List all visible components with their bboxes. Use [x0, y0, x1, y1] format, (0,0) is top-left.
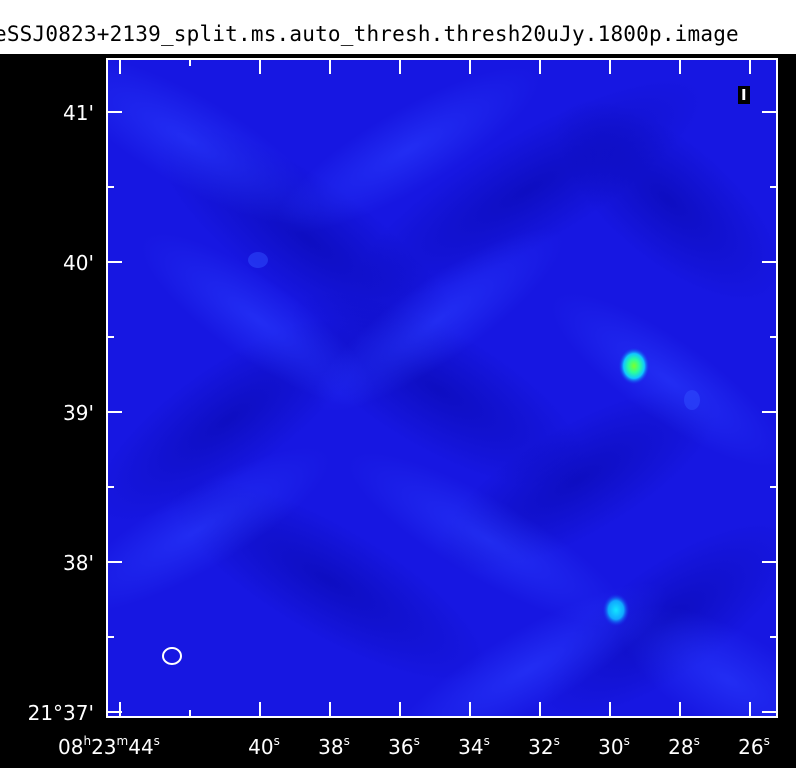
- ra-label-32: 32s: [528, 734, 560, 759]
- ra-label-26: 26s: [738, 734, 770, 759]
- faint-source: [602, 593, 630, 627]
- ra-label-44: 08h23m44s: [58, 734, 160, 759]
- ra-label-28: 28s: [668, 734, 700, 759]
- ra-label-34: 34s: [458, 734, 490, 759]
- beam-ellipse: [162, 647, 182, 665]
- noise-texture: [108, 60, 776, 716]
- image-title-bar: eSSJ0823+2139_split.ms.auto_thresh.thres…: [0, 0, 796, 54]
- image-title: eSSJ0823+2139_split.ms.auto_thresh.thres…: [0, 22, 739, 46]
- dec-label-40: 40': [63, 251, 94, 275]
- dec-label-41: 41': [63, 101, 94, 125]
- ra-label-40: 40s: [248, 734, 280, 759]
- radio-map: [108, 60, 776, 716]
- ra-label-38: 38s: [318, 734, 350, 759]
- stokes-label: I: [738, 86, 750, 104]
- ra-label-36: 36s: [388, 734, 420, 759]
- ra-label-30: 30s: [598, 734, 630, 759]
- dec-label-38: 38': [63, 551, 94, 575]
- sky-image-panel[interactable]: [106, 58, 778, 718]
- dec-label-39: 39': [63, 401, 94, 425]
- dec-label-37: 21°37': [27, 701, 94, 725]
- bright-source: [618, 347, 650, 385]
